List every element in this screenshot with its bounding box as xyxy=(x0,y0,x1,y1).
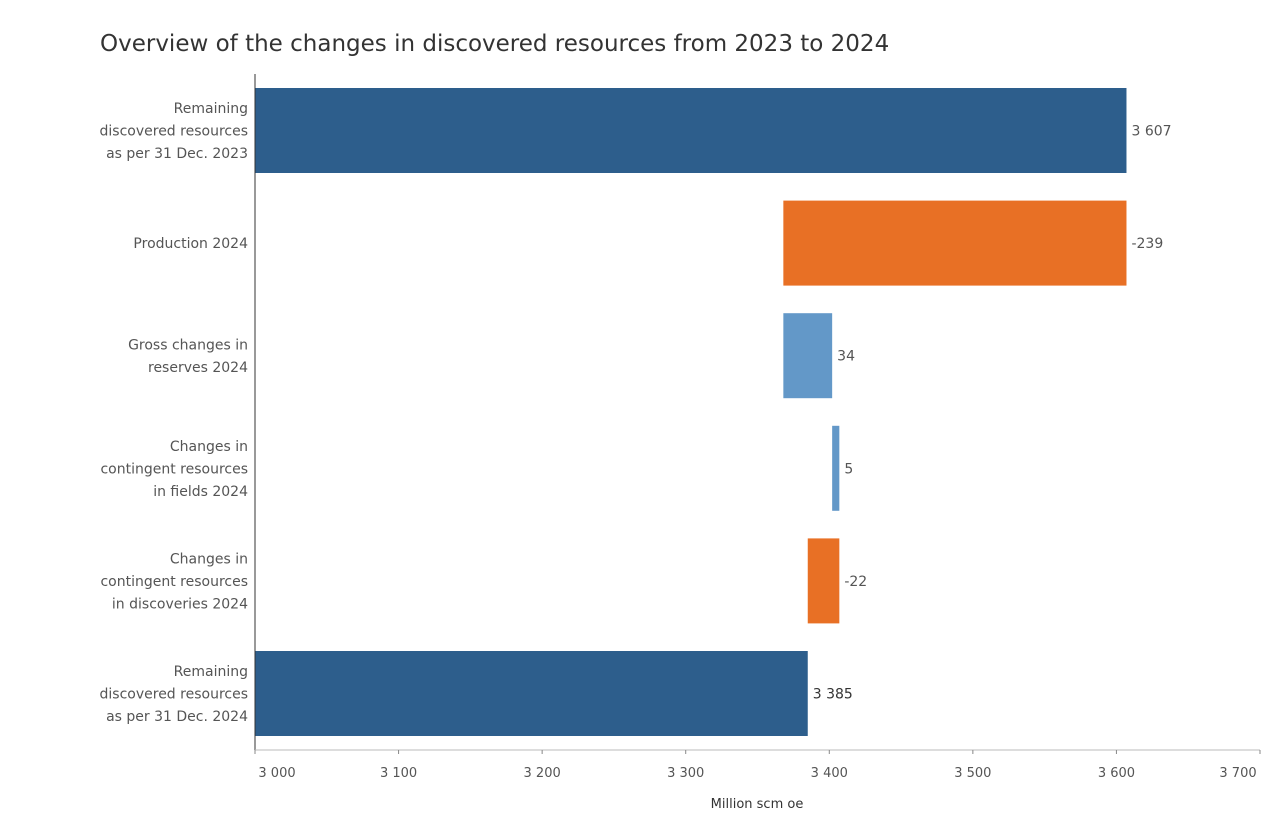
chart-title: Overview of the changes in discovered re… xyxy=(100,31,890,57)
bar-3 xyxy=(783,313,833,399)
x-tick-label: 3 700 xyxy=(1219,766,1256,781)
bar-4 xyxy=(832,425,840,511)
value-label: 3 607 xyxy=(1131,124,1171,140)
x-tick-label: 3 500 xyxy=(954,766,991,781)
category-label: Production 2024 xyxy=(133,236,248,252)
category-label: Changes in contingent resources in fields … xyxy=(100,439,248,500)
x-tick-label: 3 200 xyxy=(524,766,561,781)
value-label: -22 xyxy=(844,574,867,590)
category-labels: Remaining discovered resources as per 31 D… xyxy=(100,101,249,725)
value-label: -239 xyxy=(1131,236,1163,252)
x-axis: 3 000 3 100 3 200 3 300 3 400 3 500 3 600 3 700 xyxy=(254,74,1261,781)
x-tick-label: 3 100 xyxy=(380,766,417,781)
category-label: Remaining discovered resources as per 31 D… xyxy=(100,664,249,725)
x-axis-title: Million scm oe xyxy=(711,797,804,812)
bar-2 xyxy=(783,200,1127,286)
category-label: Changes in contingent resources in discove… xyxy=(100,551,248,612)
category-label: Gross changes in reserves 2024 xyxy=(128,337,248,376)
value-label: 34 xyxy=(837,349,855,365)
x-tick-label: 3 400 xyxy=(811,766,848,781)
value-label: 5 xyxy=(844,461,853,477)
x-tick-label: 3 000 xyxy=(258,766,295,781)
x-tick-label: 3 300 xyxy=(667,766,704,781)
bar-5 xyxy=(807,538,840,624)
category-label: Remaining discovered resources as per 31 D… xyxy=(100,101,248,162)
value-labels: 3 607 -239 34 5 -22 3 385 xyxy=(813,124,1172,703)
x-tick-label: 3 600 xyxy=(1098,766,1135,781)
bar-6 xyxy=(255,651,808,736)
bars-group xyxy=(255,88,1127,736)
bar-1 xyxy=(255,88,1127,173)
value-label: 3 385 xyxy=(813,687,853,703)
